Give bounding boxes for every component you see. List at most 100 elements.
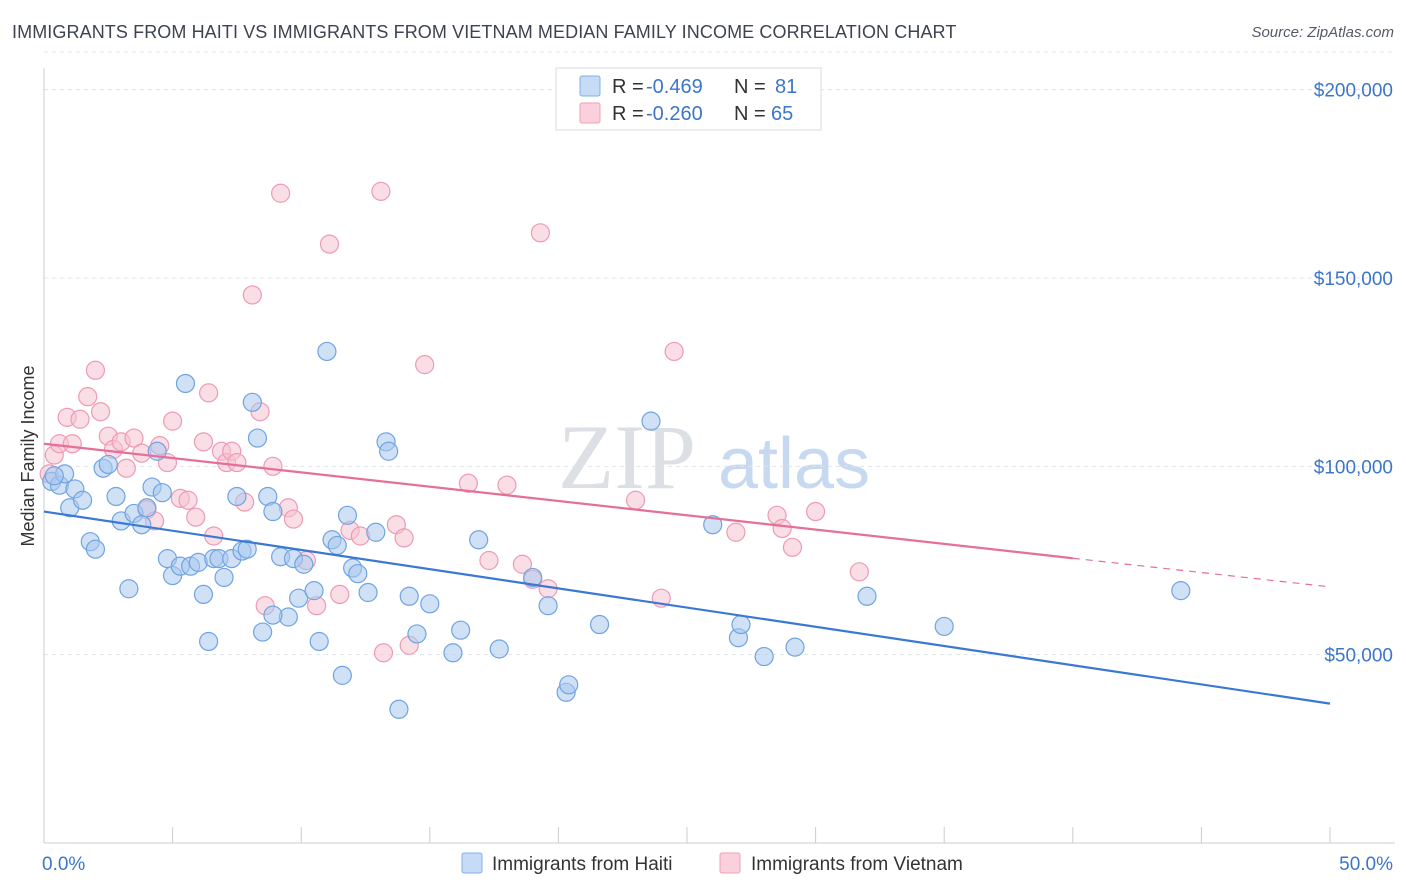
haiti-point [175,373,196,394]
vietnam-point [530,223,550,243]
vietnam-point [271,183,291,203]
legend-r-label-vietnam: R = [612,103,644,125]
haiti-trend-line [43,510,1331,705]
legend-n-label-vietnam: N = [734,103,766,125]
haiti-point [641,411,661,431]
vietnam-point [85,360,106,380]
haiti-point [199,631,219,652]
haiti-point [523,567,543,588]
vietnam-points [39,181,869,663]
haiti-point [214,567,234,588]
haiti-point [247,428,268,448]
haiti-point [934,616,954,637]
haiti-point [451,620,471,640]
haiti-point [348,564,368,584]
watermark-zip: ZIP [558,406,696,508]
haiti-point [72,490,93,510]
vietnam-point [116,458,136,478]
vietnam-point [330,584,350,605]
y-tick-label: $150,000 [1314,269,1393,290]
bottom-legend-label-haiti: Immigrants from Haiti [492,854,673,875]
haiti-point [420,594,440,614]
watermark: ZIP atlas [558,406,870,508]
legend-r-value-vietnam: -0.260 [646,103,703,125]
bottom-legend-swatch-vietnam [719,852,741,874]
haiti-point [137,498,157,518]
vietnam-point [193,432,214,452]
series-legend: Immigrants from Haiti Immigrants from Vi… [461,852,963,875]
haiti-point [106,486,126,507]
legend-n-value-vietnam: 65 [771,103,793,125]
legend-n-value-haiti: 81 [775,76,797,98]
vietnam-point [62,434,82,454]
haiti-point [857,586,877,606]
vietnam-point [394,528,414,548]
vietnam-trend-line [43,442,1073,560]
source-label: Source: ZipAtlas.com [1251,24,1394,41]
vietnam-point [415,355,435,375]
vietnam-point [163,411,183,431]
vietnam-point [242,285,262,305]
stats-legend: R = -0.469 N = 81 R = -0.260 N = 65 [555,67,822,131]
haiti-point [152,483,172,503]
vietnam-point [263,456,283,476]
bottom-legend-label-vietnam: Immigrants from Vietnam [751,854,963,875]
haiti-point [242,392,262,412]
haiti-point [98,454,118,475]
y-tick-label: $50,000 [1324,646,1393,667]
trend-lines [43,442,1331,705]
vietnam-point [90,402,111,422]
haiti-point [317,341,337,362]
y-axis-label: Median Family Income [18,365,38,546]
haiti-point [538,596,558,616]
vietnam-point [373,643,394,663]
vietnam-point [497,475,517,495]
vietnam-point [319,234,340,254]
haiti-point [1171,581,1191,601]
vietnam-point [664,341,684,362]
vietnam-point [371,181,391,201]
haiti-point [469,530,489,550]
haiti-point [119,579,139,599]
vietnam-point [227,452,247,473]
haiti-point [227,486,247,507]
vietnam-point [805,501,826,522]
haiti-point [309,631,329,652]
x-tick-label-max: 50.0% [1339,854,1393,875]
haiti-point [294,554,314,574]
vietnam-point [726,522,746,542]
watermark-atlas: atlas [718,424,870,504]
vietnam-point [124,428,144,448]
haiti-points [42,341,1191,719]
vietnam-point [458,473,478,493]
haiti-point [193,584,214,605]
y-tick-label: $100,000 [1314,457,1393,478]
haiti-point [263,501,283,522]
legend-r-label-haiti: R = [612,76,644,98]
haiti-point [304,581,324,601]
haiti-point [389,699,409,719]
axes [43,68,1395,844]
vietnam-point [479,550,499,571]
vietnam-point [70,409,90,429]
bottom-legend-swatch-haiti [461,852,483,874]
haiti-point [253,622,273,642]
vietnam-point [78,387,98,407]
legend-r-value-haiti: -0.469 [646,76,703,98]
haiti-point [337,505,358,525]
haiti-point [289,588,309,608]
y-tick-labels: $50,000 $100,000 $150,000 $200,000 [1314,81,1393,667]
chart-title: IMMIGRANTS FROM HAITI VS IMMIGRANTS FROM… [12,22,957,42]
vietnam-point [199,383,219,403]
haiti-point [379,441,399,461]
haiti-point [263,605,283,625]
vietnam-point [178,490,198,510]
haiti-point [407,624,427,644]
haiti-point [731,614,751,635]
haiti-point [332,665,352,685]
haiti-point [237,539,257,559]
haiti-point [489,639,509,659]
vietnam-point [625,490,646,510]
haiti-point [754,646,774,667]
